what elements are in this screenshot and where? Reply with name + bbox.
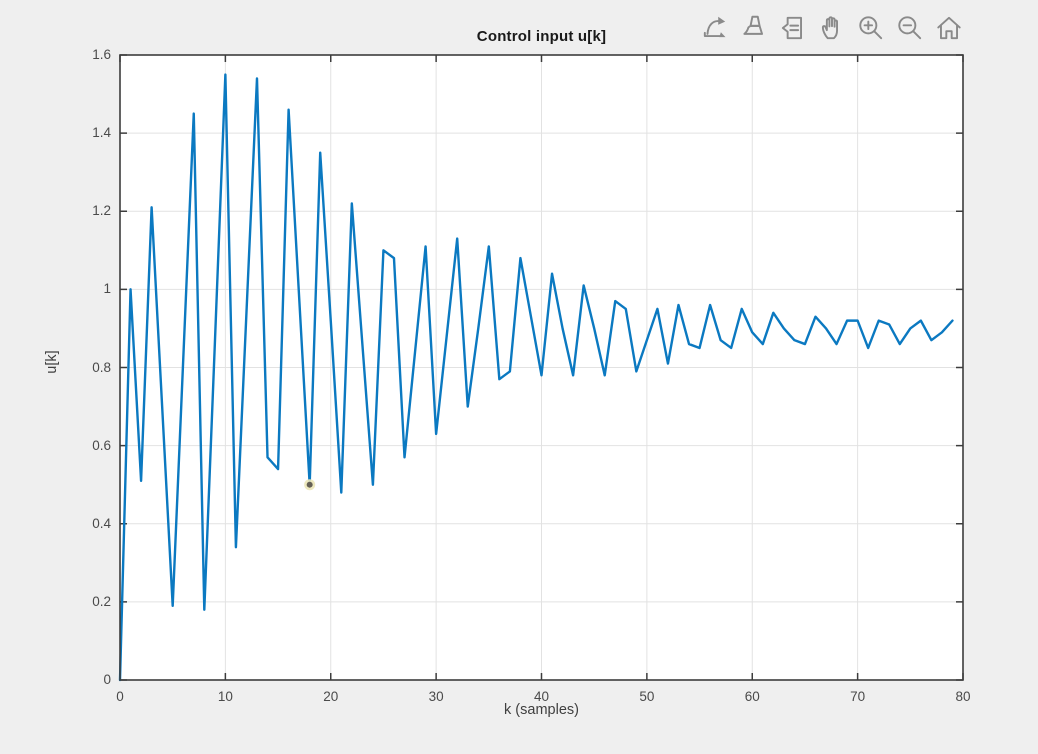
x-tick-label: 10: [217, 689, 233, 704]
y-tick-label: 1.2: [92, 203, 111, 219]
x-tick-label: 30: [428, 689, 444, 704]
y-tick-label: 0: [103, 672, 111, 687]
y-tick-label: 0.6: [92, 437, 111, 453]
x-tick-label: 20: [323, 689, 339, 704]
control-input-line[interactable]: [118, 73, 954, 682]
axes-toolbar: [698, 10, 966, 46]
zoom-out-button[interactable]: [893, 10, 927, 46]
axes-box: [119, 54, 964, 681]
x-tick-label: 60: [744, 689, 760, 704]
y-tick-label: 1.6: [92, 47, 111, 62]
pan-icon: [821, 16, 838, 40]
x-tick-label: 40: [533, 689, 550, 704]
home-button[interactable]: [932, 10, 966, 46]
data-marker-dot[interactable]: [306, 481, 313, 488]
y-tick-label: 0.8: [92, 359, 111, 375]
x-tick-label: 70: [850, 689, 866, 704]
zoom-in-icon: [859, 16, 883, 40]
x-tick-label: 80: [955, 689, 971, 704]
chart-title: Control input u[k]: [476, 28, 607, 45]
y-tick-label: 0.2: [92, 593, 111, 609]
y-tick-label: 0.4: [92, 515, 111, 531]
export-icon: [703, 16, 726, 38]
datatips-button[interactable]: [776, 10, 810, 46]
y-tick-label: 1.4: [92, 125, 111, 141]
x-axis-label: k (samples): [504, 702, 579, 718]
zoom-out-icon: [898, 16, 922, 40]
x-tick-label: 0: [116, 689, 124, 704]
export-button[interactable]: [698, 10, 732, 46]
zoom-in-button[interactable]: [854, 10, 888, 46]
pan-button[interactable]: [815, 10, 849, 46]
y-tick-label: 1: [103, 281, 111, 297]
brush-button[interactable]: [737, 10, 771, 46]
datatips-icon: [781, 16, 802, 40]
x-tick-label: 50: [639, 689, 655, 704]
home-icon: [937, 16, 961, 40]
brush-icon: [743, 15, 763, 35]
